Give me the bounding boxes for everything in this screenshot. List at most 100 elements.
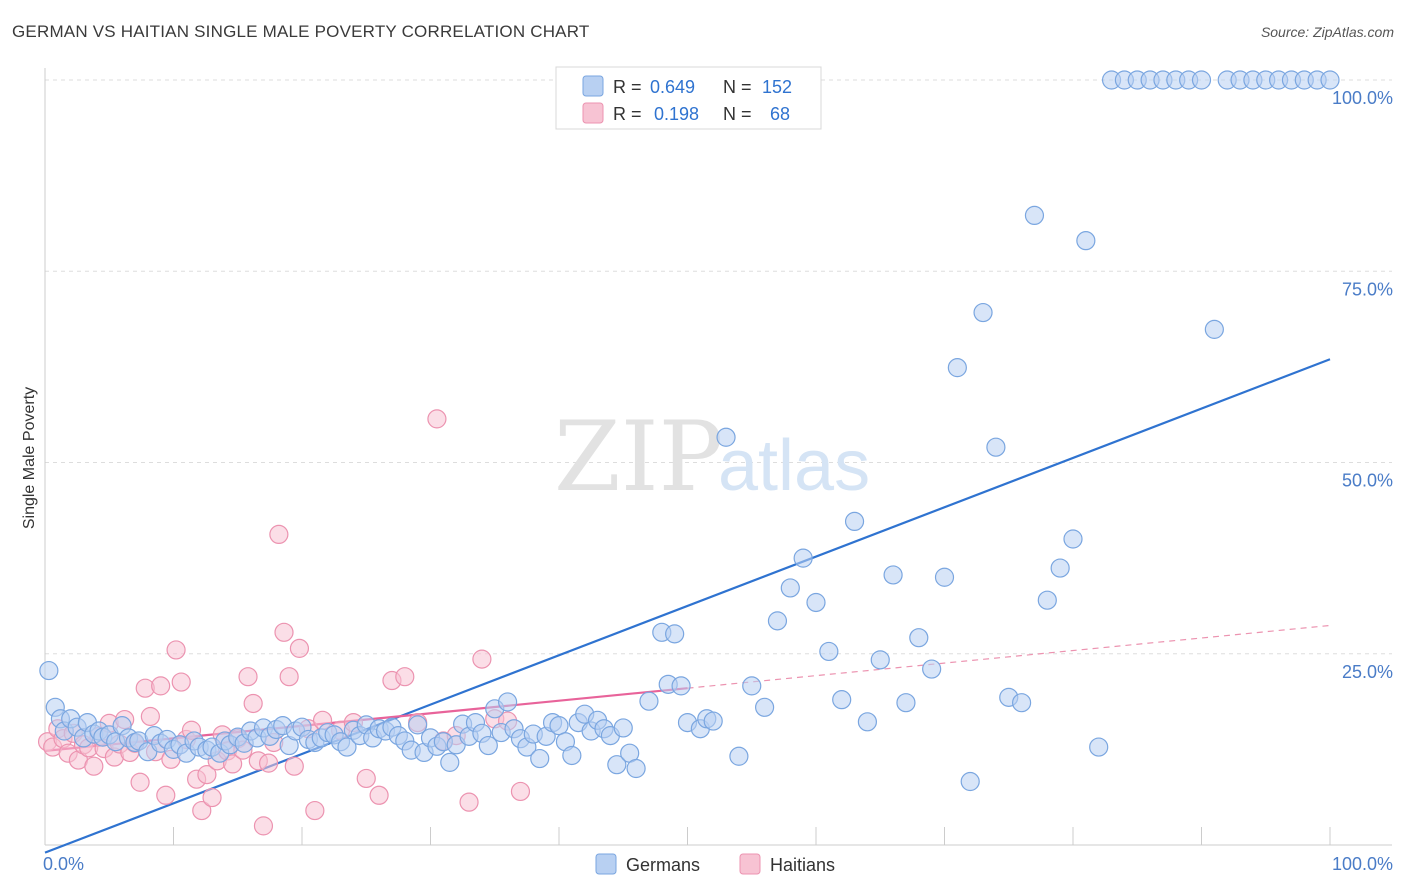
point-germans-141: [1204, 319, 1224, 339]
point-germans-98: [671, 676, 691, 696]
point-haitians-55: [356, 768, 376, 789]
point-germans-102: [703, 711, 723, 731]
source-credit: Source: ZipAtlas.com: [1260, 24, 1394, 40]
point-haitians-30: [192, 800, 212, 821]
point-germans-131: [1076, 231, 1096, 251]
point-haitians-26: [171, 672, 191, 692]
point-haitians-56: [369, 785, 389, 805]
legend-bottom-label-germans: Germans: [626, 855, 700, 875]
point-haitians-39: [238, 667, 258, 687]
point-haitians-67: [510, 781, 531, 802]
grid-lines: [45, 79, 1392, 655]
point-haitians-48: [284, 756, 304, 776]
point-germans-103: [716, 427, 736, 447]
data-points: [37, 70, 1340, 836]
point-germans-105: [742, 676, 762, 696]
point-haitians-20: [140, 706, 160, 727]
point-germans-97: [665, 624, 685, 644]
legend-n-value-haitians: 68: [770, 104, 790, 124]
point-haitians-18: [130, 772, 150, 792]
point-germans-113: [844, 511, 865, 532]
point-germans-59: [408, 715, 428, 735]
point-haitians-49: [289, 638, 310, 658]
point-haitians-63: [459, 792, 479, 812]
point-germans-119: [922, 659, 942, 679]
point-haitians-47: [279, 667, 299, 687]
x-tick-label-0: 0.0%: [43, 854, 84, 874]
point-haitians-58: [395, 667, 415, 687]
watermark: ZIP atlas: [554, 401, 870, 513]
point-haitians-23: [156, 785, 176, 805]
point-haitians-25: [166, 640, 186, 660]
legend-r-label-germans: R =: [613, 77, 642, 97]
point-germans-106: [754, 697, 775, 717]
point-germans-108: [780, 578, 800, 598]
point-germans-130: [1063, 529, 1083, 549]
point-haitians-31: [197, 765, 217, 785]
point-haitians-51: [305, 800, 325, 821]
point-germans-90: [607, 755, 627, 775]
y-tick-label-50: 50.0%: [1342, 471, 1393, 491]
y-tick-label-25: 25.0%: [1342, 662, 1393, 682]
point-germans-150: [1320, 70, 1340, 90]
point-germans-129: [1050, 558, 1070, 578]
watermark-zip: ZIP: [554, 401, 723, 513]
legend-n-label-germans: N =: [723, 77, 752, 97]
point-germans-64: [440, 752, 460, 772]
legend-swatch-haitians: [582, 102, 604, 124]
legend-n-value-germans: 152: [762, 77, 792, 97]
point-germans-116: [883, 565, 903, 585]
point-germans-126: [1011, 693, 1032, 713]
point-germans-118: [909, 628, 929, 648]
watermark-atlas: atlas: [718, 426, 870, 506]
axes: [44, 68, 1392, 846]
point-germans-0: [39, 660, 59, 681]
point-haitians-36: [223, 754, 243, 774]
series-legend: Germans Haitians: [595, 853, 835, 875]
y-tick-label-75: 75.0%: [1342, 279, 1393, 299]
point-germans-123: [973, 302, 993, 323]
legend-swatch-germans: [582, 75, 604, 97]
point-haitians-43: [258, 753, 279, 773]
x-tick-label-100: 100.0%: [1332, 854, 1393, 874]
point-germans-111: [819, 641, 839, 662]
tick-labels: 25.0% 50.0% 75.0% 100.0% 0.0% 100.0%: [43, 88, 1393, 874]
point-haitians-45: [269, 524, 289, 545]
point-germans-83: [562, 745, 582, 766]
correlation-legend: R = 0.649 N = 152 R = 0.198 N = 68: [555, 66, 822, 130]
legend-r-value-germans: 0.649: [650, 77, 695, 97]
point-germans-78: [530, 748, 550, 769]
point-haitians-40: [243, 693, 263, 714]
point-germans-140: [1191, 70, 1212, 90]
point-germans-109: [793, 548, 813, 568]
chart-title: GERMAN VS HAITIAN SINGLE MALE POVERTY CO…: [12, 22, 590, 41]
point-germans-81: [549, 716, 569, 736]
point-haitians-22: [151, 676, 171, 696]
point-germans-124: [986, 437, 1006, 457]
point-germans-132: [1089, 737, 1109, 757]
legend-n-label-haitians: N =: [723, 104, 752, 124]
point-germans-94: [639, 691, 659, 711]
legend-r-value-haitians: 0.198: [654, 104, 699, 124]
point-germans-120: [934, 567, 955, 587]
legend-bottom-label-haitians: Haitians: [770, 855, 835, 875]
point-germans-114: [857, 712, 878, 732]
point-germans-110: [806, 592, 826, 613]
point-germans-73: [498, 692, 518, 712]
point-germans-115: [870, 650, 890, 670]
y-axis-title: Single Male Poverty: [21, 387, 38, 529]
legend-bottom-swatch-germans: [595, 853, 617, 875]
point-germans-107: [767, 611, 788, 631]
point-haitians-32: [202, 787, 222, 808]
point-germans-127: [1024, 205, 1045, 226]
point-germans-104: [729, 746, 749, 766]
point-germans-48: [337, 737, 357, 757]
point-germans-93: [626, 758, 646, 779]
point-germans-128: [1037, 590, 1057, 610]
point-haitians-9: [84, 756, 104, 776]
legend-r-label-haitians: R =: [613, 104, 642, 124]
trend-extension-haitians: [687, 624, 1331, 689]
point-haitians-60: [427, 409, 447, 429]
trend-line-germans: [44, 358, 1331, 854]
